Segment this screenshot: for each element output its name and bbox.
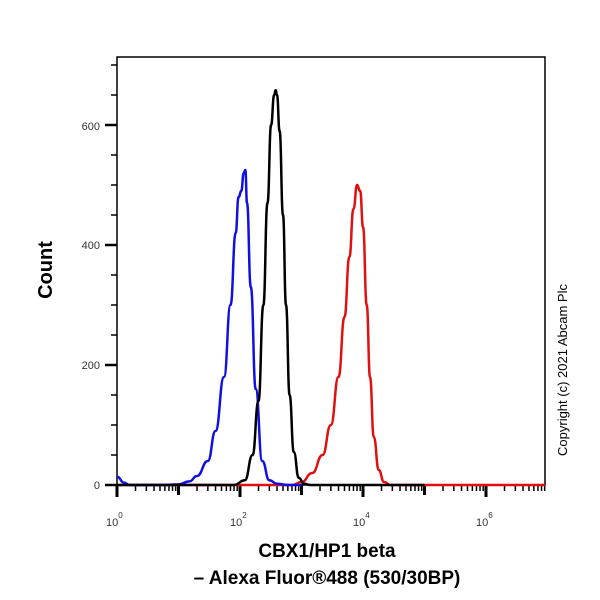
x-tick-label-10e0: 100: [106, 511, 123, 529]
copyright-text: Copyright (c) 2021 Abcam Plc: [555, 284, 570, 456]
y-tick-label-400: 400: [82, 240, 100, 252]
histogram-series: [116, 88, 545, 487]
x-axis-tick-labels: 100 102 104 106: [106, 511, 493, 529]
y-tick-label-600: 600: [82, 121, 100, 133]
series-isotype-control: [117, 88, 425, 487]
series-unlabelled-control: [116, 168, 302, 487]
x-tick-label-10e4: 104: [353, 511, 370, 529]
x-axis-label-line2: – Alexa Fluor®488 (530/30BP): [194, 568, 461, 589]
y-axis-tick-labels: 0 200 400 600: [82, 121, 100, 492]
x-tick-label-10e2: 102: [230, 511, 247, 529]
plot-frame: [116, 56, 546, 486]
y-axis-ticks: [105, 64, 117, 487]
y-axis-label: Count: [35, 241, 57, 299]
x-axis-label-line1: CBX1/HP1 beta: [258, 541, 396, 562]
y-tick-label-200: 200: [82, 360, 100, 372]
series-cbx1-hp1-beta: [117, 183, 545, 487]
y-tick-label-0: 0: [94, 480, 100, 492]
x-axis-ticks: [115, 485, 546, 497]
x-tick-label-10e6: 106: [476, 511, 493, 529]
